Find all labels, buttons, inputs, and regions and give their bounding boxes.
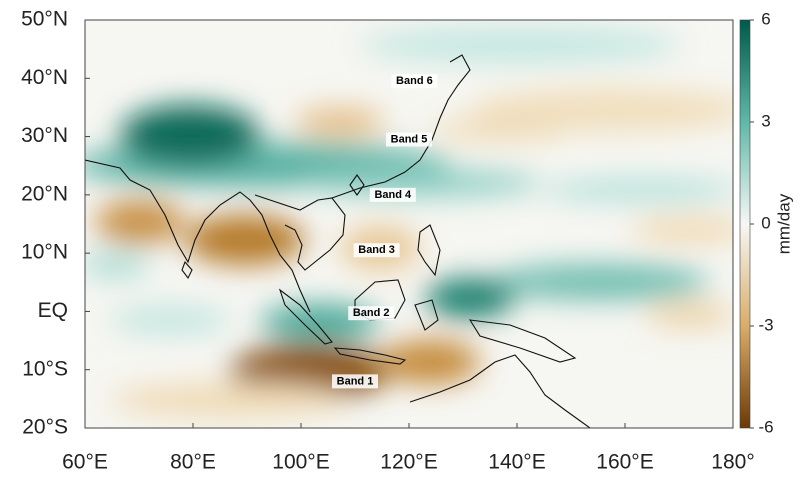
- y-tick-label: EQ: [38, 299, 68, 322]
- colorbar-label: mm/day: [774, 193, 793, 254]
- band-label-box: [332, 374, 378, 389]
- x-tick-label: 180°: [711, 451, 754, 474]
- x-tick-label: 160°E: [596, 451, 653, 474]
- colorbar-tick-label: 3: [761, 111, 770, 130]
- colorbar-tick-label: 0: [761, 213, 770, 232]
- colorbar: [739, 19, 751, 429]
- band-label-box: [391, 74, 438, 89]
- band-label: Band 2: [353, 307, 390, 319]
- x-tick-label: 140°E: [488, 451, 545, 474]
- x-tick-label: 60°E: [62, 451, 108, 474]
- band-label-box: [353, 243, 400, 258]
- band-label: Band 6: [396, 75, 433, 87]
- band-label: Band 5: [391, 133, 428, 145]
- colorbar-tick-label: -6: [758, 417, 773, 436]
- x-tick-label: 80°E: [170, 451, 216, 474]
- y-tick-label: 10°N: [21, 241, 68, 264]
- band-label: Band 4: [374, 189, 412, 201]
- band-label-box: [386, 132, 432, 147]
- y-tick-label: 40°N: [21, 66, 68, 89]
- colorbar-tick-label: -3: [758, 315, 773, 334]
- coastlines: [85, 54, 591, 428]
- band-label-box: [369, 187, 416, 202]
- y-tick-label: 50°N: [21, 8, 68, 31]
- band-label-box: [348, 306, 395, 321]
- x-tick-label: 120°E: [380, 451, 437, 474]
- x-tick-label: 100°E: [272, 451, 329, 474]
- y-tick-label: 30°N: [21, 124, 68, 147]
- y-tick-label: 20°S: [22, 416, 68, 439]
- y-tick-label: 20°N: [21, 182, 68, 205]
- y-tick-label: 10°S: [22, 357, 68, 380]
- colorbar-tick-label: 6: [761, 9, 770, 28]
- band-label: Band 1: [337, 375, 374, 387]
- band-label: Band 3: [358, 244, 395, 256]
